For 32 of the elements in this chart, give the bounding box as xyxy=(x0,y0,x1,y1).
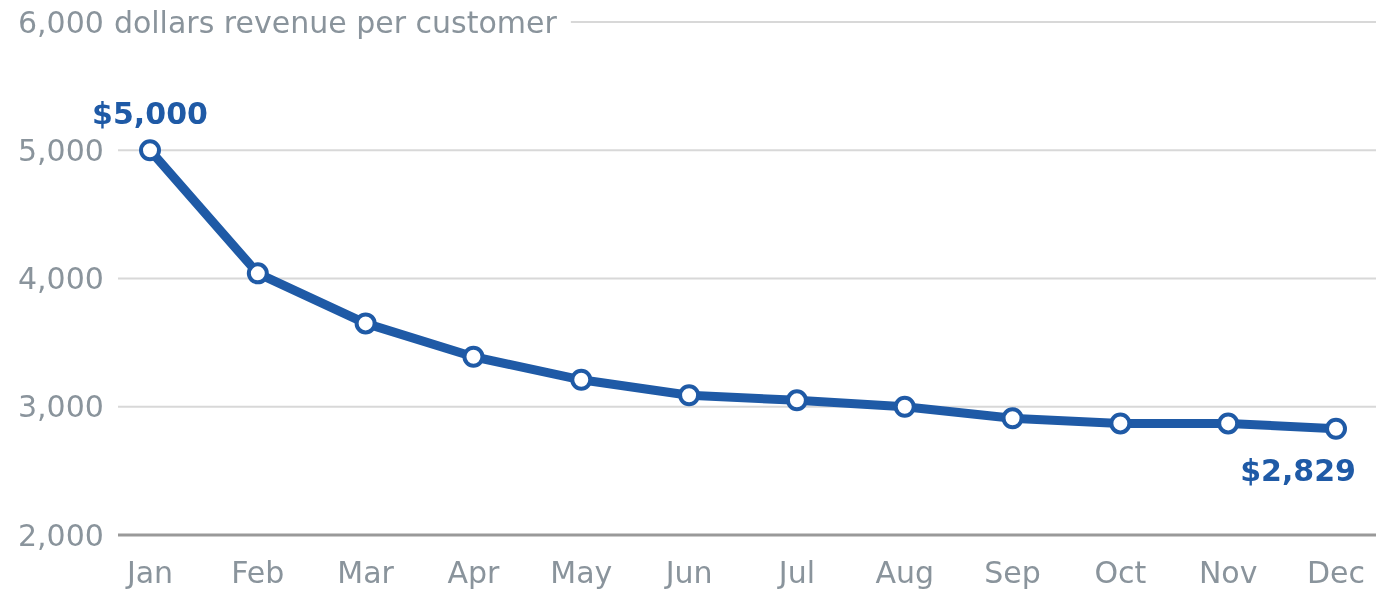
x-tick-label: Jul xyxy=(776,554,816,590)
x-tick-label: Nov xyxy=(1198,554,1258,590)
y-tick-label: 5,000 xyxy=(18,132,104,168)
point xyxy=(1217,412,1240,435)
point xyxy=(570,368,593,391)
y-tick-label: 2,000 xyxy=(18,517,104,553)
point xyxy=(462,345,485,368)
point xyxy=(246,262,269,285)
x-tick-label: Sep xyxy=(984,554,1041,590)
x-tick-label: Dec xyxy=(1306,554,1366,590)
y-tick-label: 6,000 xyxy=(18,4,104,40)
x-tick-label: Mar xyxy=(337,554,395,590)
x-tick-label: May xyxy=(550,554,613,590)
point xyxy=(139,139,161,162)
data-label: $5,000 xyxy=(92,95,208,131)
point xyxy=(1001,407,1024,430)
x-tick-label: Jun xyxy=(663,554,713,590)
point xyxy=(893,395,916,418)
y-tick-label: 4,000 xyxy=(18,261,104,296)
data-label: $2,829 xyxy=(1240,453,1356,489)
y-tick-label: 3,000 xyxy=(18,389,104,425)
x-tick-label: Feb xyxy=(231,554,285,590)
point xyxy=(1325,417,1347,440)
point xyxy=(354,312,377,335)
x-tick-label: Jan xyxy=(124,554,174,590)
x-tick-label: Aug xyxy=(875,554,935,590)
point xyxy=(785,389,808,412)
point xyxy=(678,384,701,407)
point xyxy=(1109,412,1132,435)
x-tick-label: Apr xyxy=(447,554,501,590)
x-tick-label: Oct xyxy=(1094,554,1147,590)
y-axis-title: dollars revenue per customer xyxy=(113,4,558,40)
